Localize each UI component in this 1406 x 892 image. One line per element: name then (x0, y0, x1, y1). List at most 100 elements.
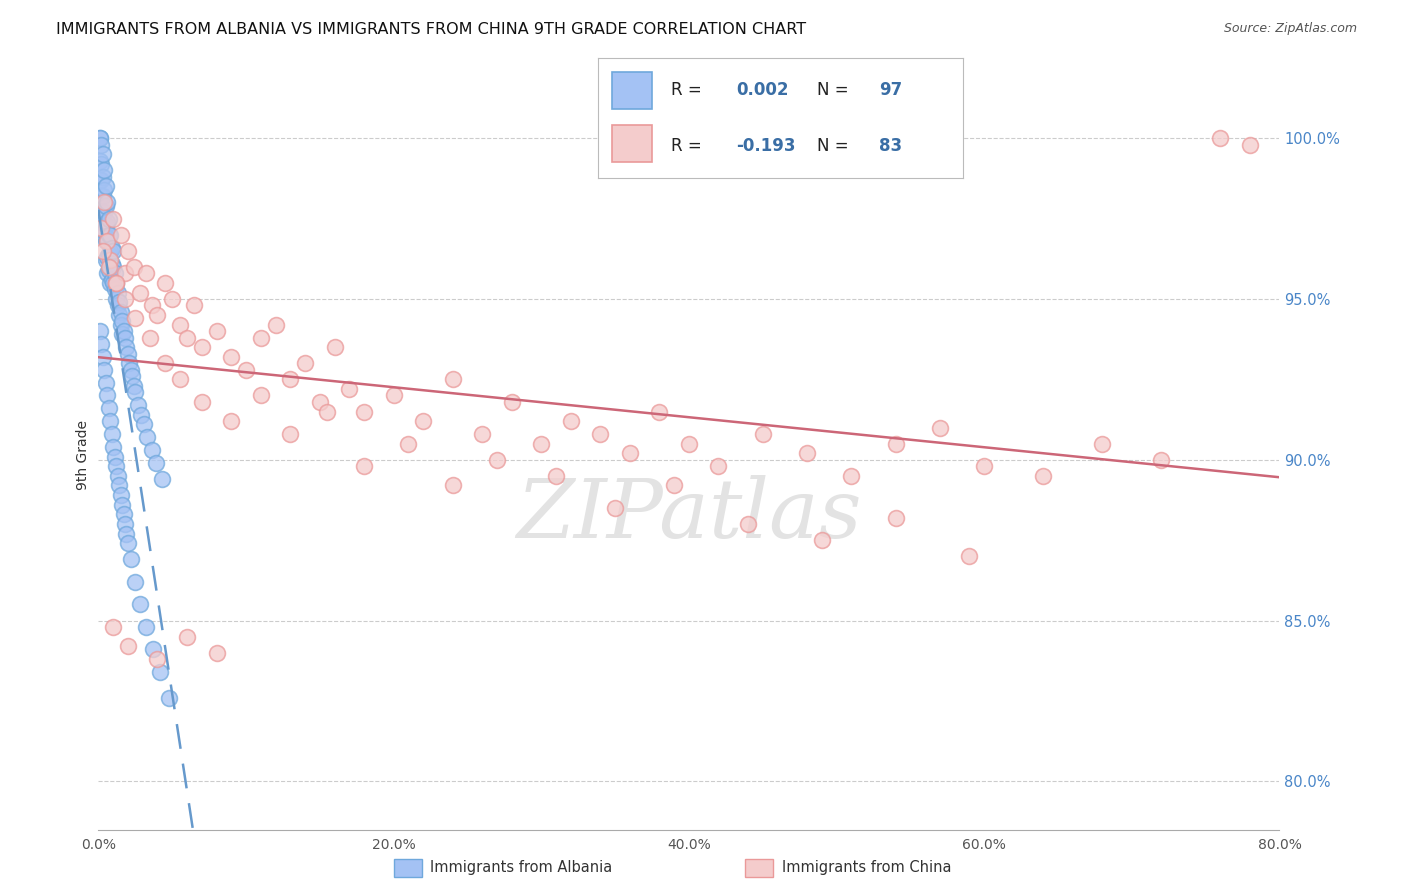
Point (98, 414, 121, 428)
Point (107, 468, 129, 483)
Point (664, 478, 686, 492)
Point (103, 620, 125, 634)
Point (136, 430, 159, 444)
Point (250, 330, 273, 344)
Bar (612, 126, 652, 161)
Point (560, 414, 582, 428)
Point (91, 244, 114, 258)
Point (145, 456, 167, 470)
Point (353, 404, 375, 418)
Point (117, 346, 139, 360)
Point (221, 414, 243, 428)
Point (90, 189, 112, 203)
Point (120, 552, 142, 566)
Point (121, 369, 143, 384)
Point (280, 372, 302, 386)
Point (127, 398, 149, 412)
Point (100, 427, 122, 442)
Point (150, 472, 173, 486)
Point (146, 652, 169, 666)
Point (294, 356, 316, 370)
Point (105, 276, 128, 290)
Point (89, 324, 111, 338)
Point (93, 205, 115, 219)
Point (589, 427, 612, 442)
Point (105, 276, 128, 290)
Point (89, 131, 111, 145)
Point (98, 260, 121, 274)
Point (96, 266, 118, 280)
Point (104, 266, 127, 280)
Point (176, 330, 198, 344)
Point (107, 285, 129, 300)
Point (1091, 436, 1114, 450)
Text: Immigrants from China: Immigrants from China (782, 861, 952, 875)
Point (91, 208, 114, 222)
Point (91, 169, 114, 184)
Point (115, 526, 138, 541)
Point (91, 227, 114, 242)
Point (169, 318, 191, 332)
Point (1032, 468, 1054, 483)
Point (114, 266, 136, 280)
Text: Source: ZipAtlas.com: Source: ZipAtlas.com (1223, 22, 1357, 36)
Point (619, 446, 641, 460)
Point (111, 327, 134, 342)
Point (134, 417, 156, 432)
Point (98, 244, 121, 258)
Point (98, 253, 121, 268)
Point (100, 256, 122, 270)
Point (105, 292, 128, 306)
Point (112, 508, 135, 522)
Point (117, 640, 139, 654)
Point (117, 536, 139, 550)
Point (128, 598, 150, 612)
Point (93, 183, 115, 197)
Point (153, 356, 176, 370)
Point (103, 260, 125, 274)
Point (89, 131, 111, 145)
Point (94, 179, 117, 194)
Point (353, 459, 375, 474)
Point (93, 195, 115, 210)
Point (191, 395, 214, 409)
Point (796, 446, 818, 460)
Point (111, 498, 134, 512)
Point (146, 308, 169, 322)
Point (90, 137, 112, 152)
Point (176, 630, 198, 644)
Point (114, 292, 136, 306)
Point (884, 510, 907, 524)
Point (501, 395, 523, 409)
Point (90, 173, 112, 187)
Point (94, 234, 117, 248)
Point (471, 427, 494, 442)
Point (546, 468, 568, 483)
Point (149, 665, 172, 679)
Point (90, 157, 112, 171)
Point (1209, 131, 1232, 145)
Point (103, 276, 125, 290)
Point (648, 404, 671, 418)
Point (128, 285, 150, 300)
Point (441, 478, 464, 492)
Point (605, 500, 627, 515)
Point (91, 147, 114, 161)
Point (111, 314, 134, 328)
Point (678, 436, 700, 450)
Point (110, 305, 132, 319)
Point (117, 244, 139, 258)
Point (139, 330, 162, 344)
Text: Immigrants from Albania: Immigrants from Albania (430, 861, 613, 875)
Point (929, 420, 952, 434)
Text: R =: R = (671, 81, 707, 99)
Point (94, 253, 117, 268)
Point (973, 459, 995, 474)
Point (98, 276, 121, 290)
Point (97, 247, 120, 261)
Point (122, 260, 145, 274)
Point (97, 260, 120, 274)
Point (235, 362, 257, 376)
Point (959, 549, 981, 564)
Point (280, 427, 302, 442)
